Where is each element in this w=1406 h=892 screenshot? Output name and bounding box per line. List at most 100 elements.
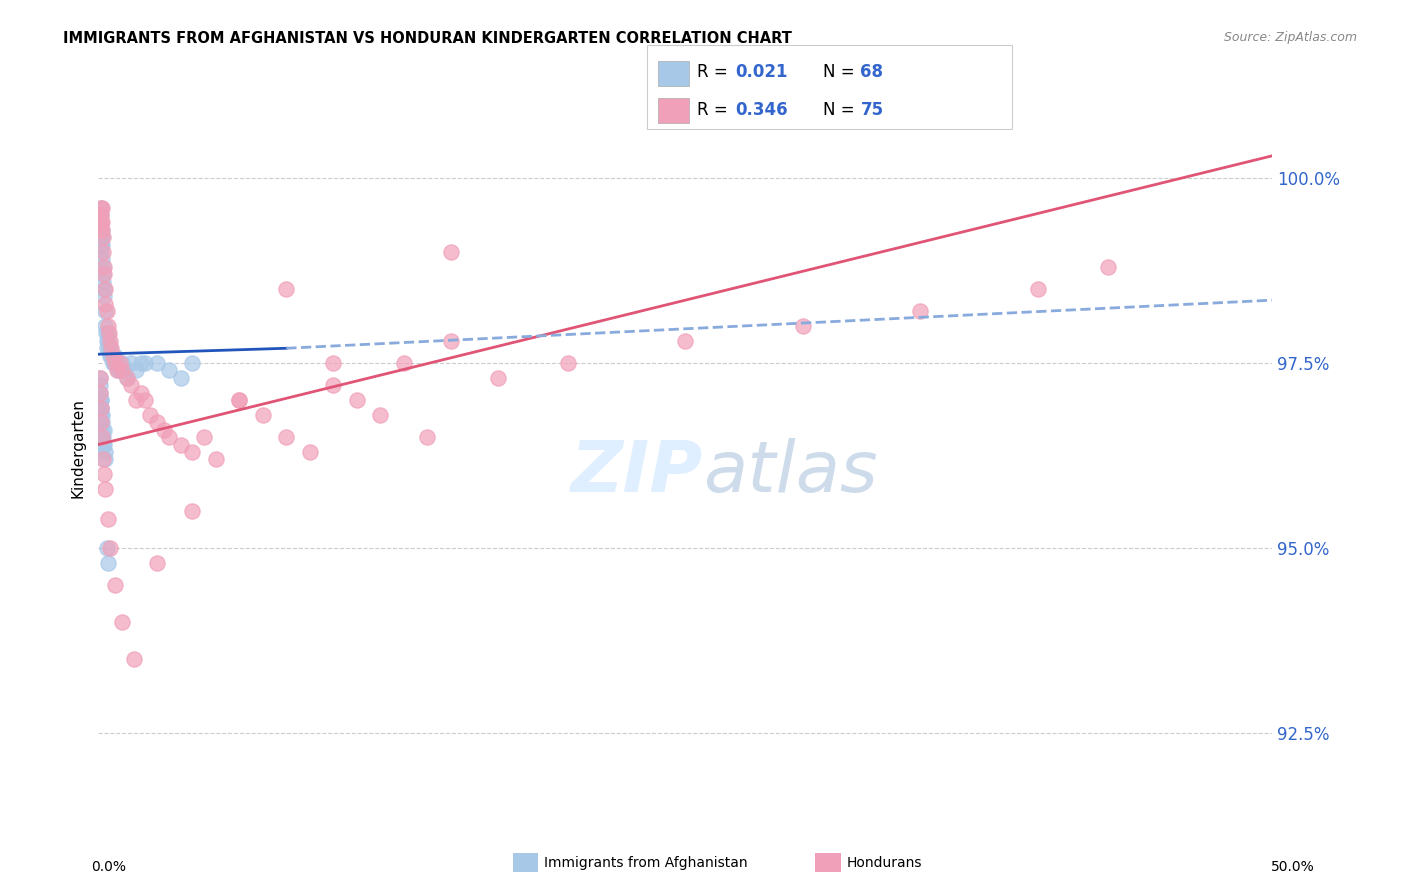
Point (392, 356, 415, 370)
Text: atlas: atlas (703, 438, 877, 508)
Point (169, 437, 191, 451)
Point (97, 326, 120, 341)
Point (276, 430, 298, 444)
Point (97, 334, 120, 348)
Point (91, 275, 114, 289)
Point (146, 415, 169, 429)
Point (89, 223, 111, 237)
Point (1026, 282, 1049, 296)
Text: R =: R = (697, 101, 734, 119)
Point (93, 467, 115, 482)
Point (276, 282, 298, 296)
Point (486, 371, 509, 385)
Point (93, 289, 115, 303)
Point (107, 363, 129, 377)
Point (368, 408, 391, 422)
Text: IMMIGRANTS FROM AFGHANISTAN VS HONDURAN KINDERGARTEN CORRELATION CHART: IMMIGRANTS FROM AFGHANISTAN VS HONDURAN … (63, 31, 792, 46)
Point (96, 341, 118, 355)
Point (91, 430, 114, 444)
Text: 75: 75 (860, 101, 883, 119)
Point (115, 371, 138, 385)
Y-axis label: Kindergarten: Kindergarten (70, 399, 86, 498)
Point (90, 201, 112, 215)
Text: 50.0%: 50.0% (1271, 860, 1315, 874)
Point (111, 615, 134, 630)
Point (94, 282, 117, 296)
Point (91, 415, 114, 429)
Text: ZIP: ZIP (571, 438, 703, 508)
Point (108, 356, 131, 370)
Text: R =: R = (697, 63, 734, 81)
Point (94, 482, 117, 496)
Point (125, 363, 148, 377)
Point (91, 237, 114, 252)
Text: 0.021: 0.021 (735, 63, 787, 81)
Point (90, 223, 112, 237)
Point (90, 401, 112, 415)
Point (91, 452, 114, 467)
Point (98, 326, 121, 341)
Point (94, 304, 117, 318)
Point (90, 415, 112, 429)
Point (146, 556, 169, 570)
Point (120, 378, 142, 392)
Point (298, 445, 321, 459)
Text: 0.346: 0.346 (735, 101, 787, 119)
Point (125, 393, 148, 408)
Point (89, 208, 111, 222)
Point (90, 208, 112, 222)
Point (98, 334, 121, 348)
Point (90, 208, 112, 222)
Point (105, 363, 128, 377)
Point (90, 401, 112, 415)
Point (675, 334, 697, 348)
Point (322, 378, 344, 392)
Point (129, 385, 152, 400)
Point (94, 326, 117, 341)
Point (115, 371, 138, 385)
Point (439, 334, 461, 348)
Point (134, 393, 156, 408)
Point (181, 445, 204, 459)
Point (97, 511, 120, 525)
Point (101, 349, 124, 363)
Point (91, 230, 114, 244)
Point (90, 415, 112, 429)
Point (129, 356, 152, 370)
Point (105, 356, 128, 370)
Point (122, 652, 145, 666)
Point (90, 408, 112, 422)
Text: Source: ZipAtlas.com: Source: ZipAtlas.com (1223, 31, 1357, 45)
Text: N =: N = (823, 101, 859, 119)
Point (91, 245, 114, 260)
Point (792, 319, 814, 334)
Point (104, 356, 127, 370)
Point (153, 423, 176, 437)
Text: Hondurans: Hondurans (846, 855, 922, 870)
Point (89, 371, 111, 385)
Point (89, 371, 111, 385)
Point (90, 215, 112, 229)
Point (104, 349, 127, 363)
Point (94, 445, 117, 459)
Point (94, 319, 117, 334)
Point (439, 245, 461, 260)
Point (90, 215, 112, 229)
Point (90, 230, 112, 244)
Point (90, 401, 112, 415)
Point (181, 356, 204, 370)
Point (157, 363, 180, 377)
Point (181, 504, 204, 518)
Text: N =: N = (823, 63, 859, 81)
Point (96, 334, 118, 348)
Point (89, 393, 111, 408)
Point (91, 430, 114, 444)
Point (346, 393, 368, 408)
Point (90, 408, 112, 422)
Point (89, 215, 111, 229)
Point (112, 363, 135, 377)
Point (89, 378, 111, 392)
Point (91, 437, 114, 451)
Point (91, 230, 114, 244)
Point (104, 578, 127, 592)
